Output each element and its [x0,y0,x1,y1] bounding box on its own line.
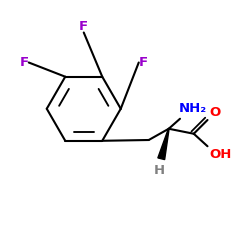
Text: OH: OH [210,148,232,160]
Text: H: H [154,164,165,177]
Text: F: F [79,20,88,32]
Polygon shape [158,129,169,160]
Text: O: O [210,106,221,119]
Text: F: F [20,56,29,69]
Text: NH₂: NH₂ [179,102,207,115]
Text: F: F [139,56,148,69]
